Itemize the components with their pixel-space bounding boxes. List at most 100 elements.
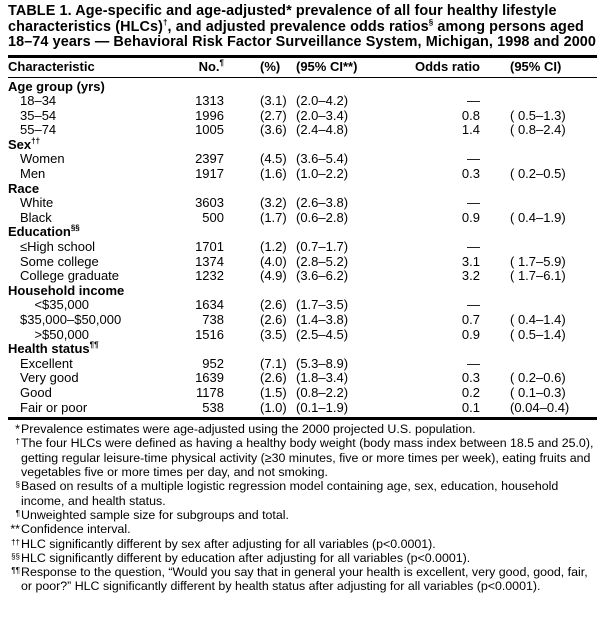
ci-cell: (2.4–4.8) [296, 122, 349, 138]
odds-ratio-cell: 3.2 [461, 268, 480, 284]
no-cell: 1005 [195, 122, 224, 138]
pct-cell: (4.5) [260, 151, 287, 167]
no-cell: 1639 [195, 370, 224, 386]
footnote-text: Response to the question, “Would you say… [21, 565, 588, 594]
or-ci-cell [480, 152, 597, 167]
pct-cell: (4.0) [260, 253, 287, 269]
footnote-mark: § [15, 480, 20, 490]
pct-cell: (1.6) [260, 166, 287, 182]
odds-ratio-cell: 0.8 [461, 107, 480, 123]
no-cell: 538 [202, 399, 224, 415]
footnote: *Prevalence estimates were age-adjusted … [8, 422, 597, 436]
odds-ratio-cell: 0.1 [461, 399, 480, 415]
characteristic-cell: ≤High school [20, 239, 96, 255]
table-row: Fair or poor 538 (1.0) (0.1–1.9) 0.1 (0.04–0.… [8, 399, 597, 416]
ci-cell: (5.3–8.9) [296, 355, 349, 371]
bottom-rule [8, 417, 597, 421]
or-ci-cell: ( 0.2–0.5) [510, 166, 566, 182]
table-row: Excellent 952 (7.1) (5.3–8.9) — [8, 355, 597, 372]
no-cell: 500 [202, 209, 224, 225]
characteristic-cell: 35–54 [20, 107, 57, 123]
table-row: Some college 1374 (4.0) (2.8–5.2) 3.1 ( 1.7–5… [8, 253, 597, 270]
footnote: §§HLC significantly different by educati… [8, 551, 597, 565]
ci-cell: (3.6–6.2) [296, 268, 349, 284]
characteristic-cell: Very good [20, 370, 79, 386]
table-row: Good 1178 (1.5) (0.8–2.2) 0.2 ( 0.1–0.3) [8, 384, 597, 401]
table-row: College graduate 1232 (4.9) (3.6–6.2) 3.2 ( 1… [8, 269, 597, 284]
no-cell: 3603 [195, 195, 224, 211]
or-ci-cell: ( 1.7–6.1) [510, 268, 566, 284]
table-row: Black 500 (1.7) (0.6–2.8) 0.9 ( 0.4–1.9) [8, 209, 597, 226]
footnote-text: HLC significantly different by education… [21, 550, 471, 565]
footnote-mark: ¶ [15, 508, 20, 518]
ci-cell: (0.7–1.7) [296, 239, 349, 255]
footnote: ††HLC significantly different by sex aft… [8, 537, 597, 551]
group-label: Education§§ [8, 224, 80, 240]
footnote-mark: †† [11, 537, 20, 547]
characteristic-cell: >$50,000 [20, 326, 90, 342]
group-row: Age group (yrs) [8, 79, 597, 95]
no-cell: 1701 [195, 239, 224, 255]
or-ci-cell: ( 0.1–0.3) [510, 384, 566, 400]
group-label: Race [8, 180, 40, 196]
col-characteristic: Characteristic [8, 58, 95, 74]
odds-ratio-cell: 0.9 [461, 209, 480, 225]
characteristic-cell: College graduate [20, 268, 120, 284]
pct-cell: (3.2) [260, 195, 287, 211]
ci-cell: (3.6–5.4) [296, 151, 349, 167]
ci-cell: (1.4–3.8) [296, 312, 349, 327]
footnote-text: Prevalence estimates were age-adjusted u… [21, 422, 476, 437]
table-row: Men 1917 (1.6) (1.0–2.2) 0.3 ( 0.2–0.5) [8, 166, 597, 182]
characteristic-cell: White [20, 195, 54, 211]
characteristic-cell: Excellent [20, 355, 73, 371]
group-label: Sex†† [8, 136, 41, 152]
no-cell: 2397 [195, 151, 224, 167]
odds-ratio-cell: — [467, 239, 480, 255]
pct-cell: (4.9) [260, 268, 287, 284]
no-cell: 952 [202, 355, 224, 371]
or-ci-cell: (0.04–0.4) [510, 399, 570, 415]
ci-cell: (2.6–3.8) [296, 195, 349, 211]
group-row: Health status¶¶ [8, 341, 597, 357]
table-title: TABLE 1. Age-specific and age-adjusted* … [8, 3, 597, 50]
group-row: Sex†† [8, 136, 597, 153]
no-cell: 1634 [195, 297, 224, 313]
table-row: 18–34 1313 (3.1) (2.0–4.2) — [8, 93, 597, 109]
ci-cell: (2.5–4.5) [296, 326, 349, 342]
pct-cell: (2.7) [260, 107, 287, 123]
characteristic-cell: Women [20, 151, 65, 167]
table-row: >$50,000 1516 (3.5) (2.5–4.5) 0.9 ( 0.5–1.4) [8, 326, 597, 343]
characteristic-cell: 18–34 [20, 93, 57, 109]
table-row: <$35,000 1634 (2.6) (1.7–3.5) — [8, 298, 597, 313]
table-row: Women 2397 (4.5) (3.6–5.4) — [8, 152, 597, 167]
odds-ratio-cell: 0.3 [461, 166, 480, 182]
ci-cell: (2.8–5.2) [296, 253, 349, 269]
pct-cell: (7.1) [260, 355, 287, 371]
or-ci-cell [480, 298, 597, 313]
odds-ratio-cell: 3.1 [461, 253, 480, 269]
col-ci: (95% CI**) [296, 58, 358, 74]
footnote: **Confidence interval. [8, 522, 597, 536]
or-ci-cell [480, 196, 597, 211]
or-ci-cell: ( 0.4–1.4) [510, 312, 566, 327]
no-cell: 1516 [195, 326, 224, 342]
pct-cell: (3.1) [260, 93, 287, 109]
characteristic-cell: 55–74 [20, 122, 57, 138]
or-ci-cell [480, 240, 597, 255]
col-no: No.¶ [198, 58, 224, 74]
pct-cell: (1.0) [260, 399, 287, 415]
no-cell: 1232 [195, 268, 224, 284]
pct-cell: (1.2) [260, 239, 287, 255]
table-row: White 3603 (3.2) (2.6–3.8) — [8, 196, 597, 211]
pct-cell: (2.6) [260, 297, 287, 313]
table-row: 35–54 1996 (2.7) (2.0–3.4) 0.8 ( 0.5–1.3) [8, 107, 597, 124]
footnote-mark: * [15, 422, 20, 437]
characteristic-cell: <$35,000 [20, 297, 90, 313]
no-cell: 1374 [195, 253, 224, 269]
characteristic-cell: Men [20, 166, 46, 182]
footnotes: *Prevalence estimates were age-adjusted … [8, 422, 597, 594]
ci-cell: (1.8–3.4) [296, 370, 349, 386]
no-cell: 738 [202, 312, 224, 327]
footnote-mark: † [15, 437, 20, 447]
col-pct: (%) [260, 58, 281, 74]
